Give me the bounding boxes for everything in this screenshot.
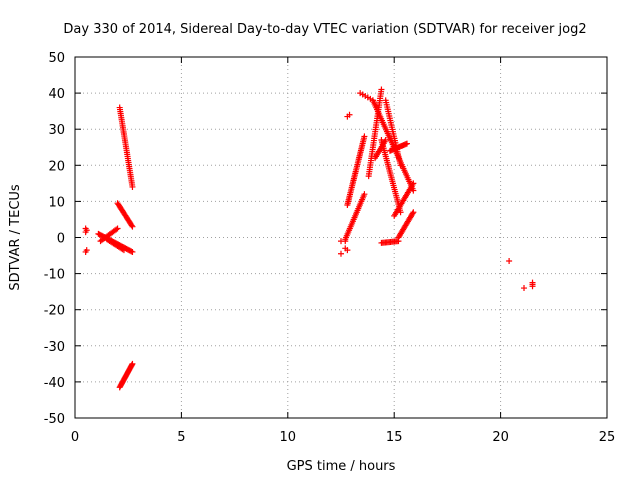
data-point [346, 111, 353, 118]
grid [75, 57, 607, 418]
y-tick-label: -30 [44, 340, 65, 355]
data-point [409, 210, 416, 217]
data-point [506, 257, 513, 264]
y-tick-label: 50 [48, 51, 65, 66]
data-point [397, 162, 404, 169]
x-tick-label: 5 [177, 430, 185, 445]
y-tick-label: -50 [44, 412, 65, 427]
data-point [83, 247, 90, 254]
data-point [403, 140, 410, 147]
y-tick-label: 0 [57, 232, 65, 247]
y-axis-label: SDTVAR / TECUs [8, 184, 23, 291]
data-point [529, 283, 536, 290]
data-point [114, 225, 121, 232]
data-point [129, 183, 136, 190]
x-tick-label: 10 [280, 430, 297, 445]
data-point [344, 247, 351, 254]
y-tick-label: 10 [48, 195, 65, 210]
x-tick-label: 0 [71, 430, 79, 445]
data-point [378, 86, 385, 93]
data-point [382, 137, 389, 144]
x-axis-label: GPS time / hours [287, 459, 396, 474]
data-point [410, 209, 417, 216]
data-point [410, 180, 417, 187]
x-tick-label: 15 [386, 430, 403, 445]
data-point [120, 247, 127, 254]
y-tick-label: 20 [48, 159, 65, 174]
data-point [338, 250, 344, 257]
plot-frame [74, 56, 608, 419]
chart-title: Day 330 of 2014, Sidereal Day-to-day VTE… [63, 22, 586, 37]
data-point [521, 285, 528, 292]
data-point [129, 360, 136, 367]
data-point [113, 226, 120, 233]
y-tick-label: 40 [48, 87, 65, 102]
y-tick-label: 30 [48, 123, 65, 138]
data-point [119, 246, 126, 253]
y-tick-label: -20 [44, 304, 65, 319]
y-tick-label: -40 [44, 376, 65, 391]
data-point [128, 248, 135, 255]
data-point [361, 133, 368, 140]
data-point [361, 191, 368, 198]
x-tick-label: 20 [492, 430, 509, 445]
data-point [129, 248, 136, 255]
data-points [82, 86, 536, 391]
y-tick-label: -10 [44, 268, 65, 283]
data-point [129, 223, 136, 230]
data-point [128, 222, 135, 229]
x-tick-label: 25 [599, 430, 616, 445]
data-point [83, 227, 90, 234]
